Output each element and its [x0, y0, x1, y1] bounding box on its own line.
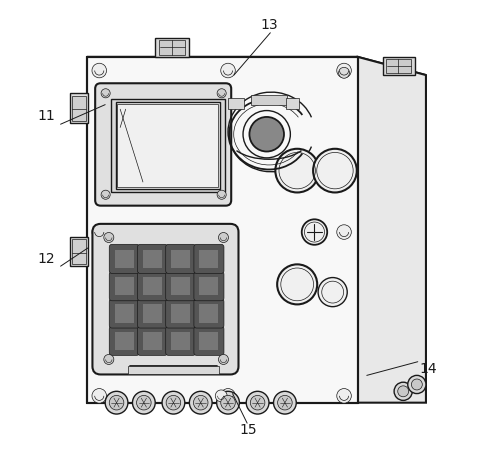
- FancyBboxPatch shape: [166, 272, 196, 301]
- Circle shape: [92, 225, 106, 239]
- Bar: [115, 304, 134, 323]
- FancyBboxPatch shape: [138, 244, 167, 273]
- Polygon shape: [87, 57, 426, 75]
- FancyBboxPatch shape: [109, 244, 139, 273]
- Circle shape: [166, 395, 181, 410]
- Circle shape: [278, 395, 292, 410]
- Bar: [199, 332, 219, 350]
- Bar: [171, 332, 190, 350]
- Circle shape: [273, 391, 296, 414]
- FancyBboxPatch shape: [194, 244, 224, 273]
- Circle shape: [313, 149, 357, 192]
- Circle shape: [217, 89, 226, 98]
- Circle shape: [221, 395, 235, 410]
- Text: 11: 11: [37, 109, 55, 123]
- Circle shape: [275, 149, 319, 192]
- Circle shape: [133, 391, 155, 414]
- Bar: [70, 93, 88, 123]
- Bar: [116, 102, 220, 189]
- Circle shape: [250, 395, 265, 410]
- Bar: [143, 277, 162, 295]
- Circle shape: [249, 117, 284, 152]
- Circle shape: [92, 63, 106, 78]
- Bar: [72, 239, 86, 264]
- Circle shape: [104, 233, 114, 243]
- Text: 15: 15: [240, 423, 257, 437]
- Circle shape: [217, 391, 240, 414]
- Circle shape: [337, 389, 351, 403]
- Circle shape: [338, 67, 349, 78]
- Circle shape: [394, 382, 413, 400]
- Text: 12: 12: [37, 253, 55, 266]
- Circle shape: [318, 278, 347, 307]
- Bar: [171, 304, 190, 323]
- Circle shape: [109, 395, 124, 410]
- FancyBboxPatch shape: [109, 326, 139, 355]
- Circle shape: [92, 389, 106, 403]
- Circle shape: [246, 391, 269, 414]
- Circle shape: [101, 89, 110, 98]
- Bar: [251, 95, 287, 105]
- Circle shape: [137, 395, 151, 410]
- Bar: [143, 304, 162, 323]
- FancyBboxPatch shape: [194, 272, 224, 301]
- Bar: [383, 57, 414, 75]
- Bar: [115, 332, 134, 350]
- Circle shape: [101, 190, 110, 199]
- Circle shape: [104, 354, 114, 364]
- Circle shape: [277, 264, 317, 304]
- Bar: [159, 40, 185, 55]
- Bar: [115, 277, 134, 295]
- Bar: [72, 96, 86, 121]
- FancyBboxPatch shape: [166, 326, 196, 355]
- Bar: [70, 237, 88, 266]
- Circle shape: [217, 190, 226, 199]
- Bar: [386, 59, 411, 73]
- FancyBboxPatch shape: [109, 299, 139, 328]
- Circle shape: [302, 219, 327, 245]
- Bar: [171, 277, 190, 295]
- Bar: [199, 277, 219, 295]
- Circle shape: [162, 391, 185, 414]
- FancyBboxPatch shape: [194, 326, 224, 355]
- Text: 13: 13: [260, 18, 278, 32]
- Polygon shape: [358, 57, 426, 403]
- Bar: [143, 250, 162, 268]
- Bar: [128, 366, 219, 374]
- FancyBboxPatch shape: [194, 299, 224, 328]
- FancyBboxPatch shape: [166, 299, 196, 328]
- Bar: [87, 57, 358, 403]
- FancyBboxPatch shape: [109, 272, 139, 301]
- FancyBboxPatch shape: [138, 272, 167, 301]
- Circle shape: [219, 354, 229, 364]
- FancyBboxPatch shape: [92, 224, 239, 374]
- Bar: [115, 250, 134, 268]
- Circle shape: [189, 391, 212, 414]
- Circle shape: [337, 63, 351, 78]
- FancyBboxPatch shape: [138, 326, 167, 355]
- Polygon shape: [228, 98, 244, 109]
- Bar: [111, 99, 225, 192]
- FancyBboxPatch shape: [138, 299, 167, 328]
- Polygon shape: [286, 98, 299, 109]
- Circle shape: [105, 391, 128, 414]
- Circle shape: [193, 395, 208, 410]
- Text: 14: 14: [419, 362, 437, 375]
- Bar: [199, 304, 219, 323]
- Circle shape: [337, 225, 351, 239]
- Bar: [155, 38, 189, 57]
- Bar: [117, 104, 219, 187]
- FancyBboxPatch shape: [166, 244, 196, 273]
- Bar: [171, 250, 190, 268]
- Circle shape: [221, 63, 235, 78]
- Circle shape: [412, 379, 422, 390]
- Bar: [199, 250, 219, 268]
- Circle shape: [219, 233, 229, 243]
- Circle shape: [408, 375, 426, 394]
- FancyBboxPatch shape: [95, 83, 231, 206]
- Bar: [143, 332, 162, 350]
- Circle shape: [398, 386, 409, 397]
- Circle shape: [215, 390, 227, 402]
- Circle shape: [221, 389, 235, 403]
